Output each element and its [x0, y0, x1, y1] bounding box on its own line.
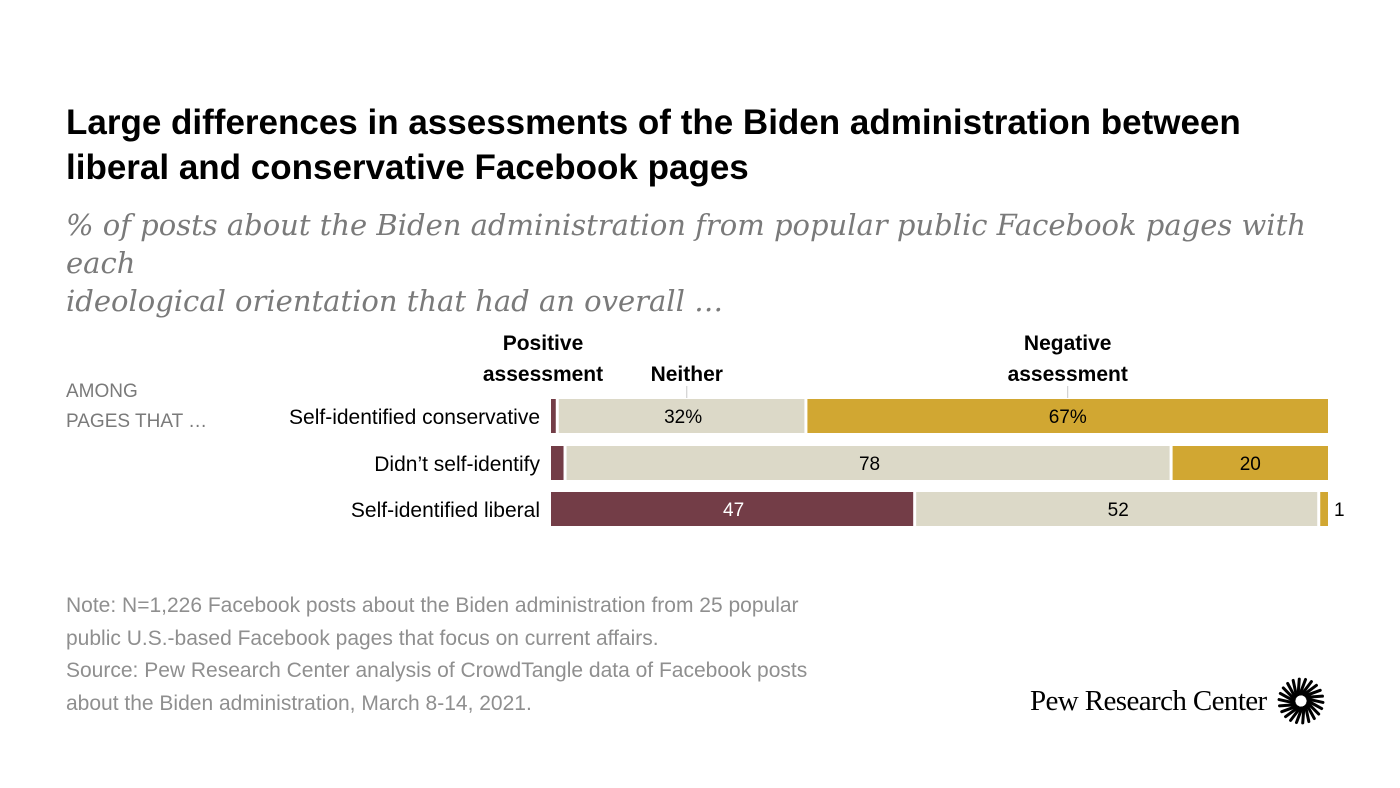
bar-segment [916, 492, 1318, 526]
sunburst-ray [1303, 688, 1322, 698]
series-header-2: Neither [651, 363, 723, 386]
category-label: Didn’t self-identify [374, 453, 540, 476]
subtitle-line-2: ideological orientation that had an over… [66, 284, 724, 318]
row-group-label-line: PAGES THAT … [66, 411, 207, 432]
bar-segment [566, 446, 1170, 480]
bar-segment [551, 399, 556, 433]
chart-subtitle: % of posts about the Biden administratio… [66, 206, 1346, 320]
chart-notes: Note: N=1,226 Facebook posts about the B… [66, 590, 986, 720]
sunburst-ray [1305, 697, 1325, 704]
series-header-1: assessment [483, 363, 603, 386]
data-label: 32% [664, 407, 702, 428]
bar-segment [1172, 446, 1328, 480]
data-label: 20 [1240, 454, 1261, 475]
data-label: 47 [723, 500, 744, 521]
sunburst-ray [1294, 706, 1304, 725]
sunburst-ray [1298, 677, 1307, 696]
sunburst-ray [1302, 683, 1318, 697]
sunburst-ray [1300, 705, 1306, 725]
sunburst-ray [1305, 701, 1320, 716]
sunburst-ray [1291, 678, 1298, 698]
series-header-3: Negative [1024, 332, 1112, 355]
sunburst-ray [1285, 681, 1297, 699]
subtitle-line-1: % of posts about the Biden administratio… [66, 208, 1306, 280]
sunburst-ray [1279, 704, 1298, 714]
title-line-1: Large differences in assessments of the … [66, 103, 1241, 142]
sunburst-ray [1283, 705, 1300, 719]
data-label: 78 [859, 454, 880, 475]
series-header-1: Positive [503, 332, 584, 355]
source-line-2: about the Biden administration, March 8-… [66, 691, 532, 715]
logo-text: Pew Research Center [1030, 684, 1267, 717]
data-label: 67% [1049, 407, 1087, 428]
bar-segment [558, 399, 805, 433]
data-label: 1 [1334, 500, 1345, 521]
sunburst-ray [1300, 680, 1313, 696]
category-label: Self-identified conservative [289, 406, 540, 429]
sunburst-ray [1281, 686, 1296, 701]
bar-segment [551, 446, 564, 480]
sunburst-ray [1288, 706, 1302, 722]
pew-sunburst-icon [1277, 677, 1325, 725]
note-line-2: public U.S.-based Facebook pages that fo… [66, 626, 659, 650]
sunburst-ray [1296, 677, 1301, 697]
sunburst-ray [1305, 703, 1316, 721]
sunburst-ray [1278, 691, 1296, 703]
note-line-1: Note: N=1,226 Facebook posts about the B… [66, 594, 799, 617]
sunburst-ray [1277, 703, 1297, 708]
bar-segment [1320, 492, 1328, 526]
pew-logo: Pew Research Center [1030, 677, 1325, 725]
title-line-2: liberal and conservative Facebook pages [66, 148, 749, 187]
category-label: Self-identified liberal [351, 499, 540, 522]
sunburst-ray [1305, 694, 1324, 699]
bar-segment [551, 492, 914, 526]
source-line-1: Source: Pew Research Center analysis of … [66, 659, 808, 682]
bar-segment [807, 399, 1328, 433]
chart-title: Large differences in assessments of the … [66, 100, 1346, 190]
data-label: 52 [1108, 500, 1129, 521]
row-group-label-line: AMONG [66, 381, 138, 402]
series-header-3: assessment [1008, 363, 1128, 386]
sunburst-ray [1306, 699, 1323, 711]
sunburst-ray [1277, 698, 1296, 705]
sunburst-ray [1303, 704, 1310, 724]
